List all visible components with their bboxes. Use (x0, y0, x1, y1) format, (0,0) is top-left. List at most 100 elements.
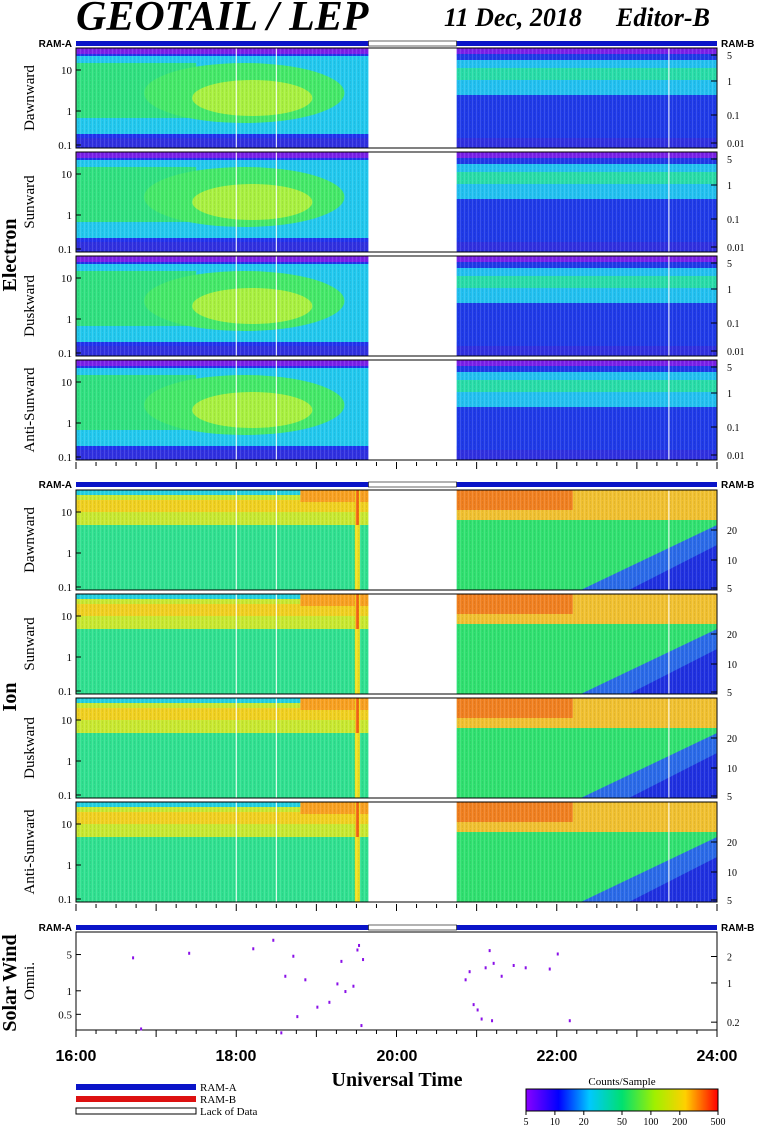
x-tick-label: 16:00 (56, 1048, 97, 1065)
panel-frame (75, 255, 718, 357)
colorbar-title: Counts/Sample (588, 1076, 655, 1088)
y-tick-label: 0.1 (58, 686, 72, 698)
y-tick-label-right: 1 (727, 979, 732, 990)
solar-wind-point (472, 1003, 475, 1007)
panel-frame (75, 489, 718, 591)
y-tick-label-right: 0.01 (727, 243, 745, 254)
solar-wind-point (328, 1000, 331, 1004)
solar-wind-point (340, 959, 343, 963)
legend-label-ram-b: RAM-B (200, 1094, 236, 1106)
y-tick-label-right: 20 (727, 838, 737, 849)
y-tick-label-right: 0.1 (727, 111, 740, 122)
y-tick-label: 0.1 (58, 140, 72, 152)
y-tick-label: 0.1 (58, 452, 72, 464)
y-tick-label: 1 (67, 418, 73, 430)
y-tick-label-right: 10 (727, 764, 737, 775)
y-tick-label-right: 0.1 (727, 423, 740, 434)
section-label-solar-wind: Solar Wind (0, 934, 21, 1031)
y-tick-label-right: 5 (727, 363, 732, 374)
x-tick-label: 22:00 (537, 1048, 578, 1065)
y-tick-label: 1 (67, 210, 73, 222)
y-tick-label: 10 (61, 611, 73, 623)
y-tick-label-right: 10 (727, 868, 737, 879)
editor-label: Editor-B (615, 3, 710, 32)
ram-gap (368, 40, 457, 47)
section-label-ion: Ion (0, 683, 21, 712)
legend-swatch-lack-of-data (75, 1107, 197, 1115)
solar-wind-point (484, 966, 487, 970)
y-tick-label: 1 (67, 548, 73, 560)
panel-frame (75, 931, 718, 1031)
solar-wind-point (292, 954, 295, 958)
y-tick-label-right: 20 (727, 734, 737, 745)
solar-wind-point (468, 970, 471, 974)
x-axis-label: Universal Time (332, 1069, 463, 1091)
solar-wind-point (132, 956, 135, 960)
colorbar-tick-label: 200 (672, 1117, 687, 1128)
legend-label-ram-a: RAM-A (200, 1082, 237, 1094)
y-tick-label-right: 1 (727, 389, 732, 400)
legend-swatch-ram-a (76, 1084, 196, 1090)
solar-wind-point (356, 948, 359, 952)
solar-wind-point (316, 1005, 319, 1009)
solar-wind-point (488, 949, 491, 953)
panel-label: Duskward (22, 275, 38, 337)
panel-label: Sunward (22, 617, 38, 671)
x-tick-label: 18:00 (216, 1048, 257, 1065)
ram-label-left: RAM-A (39, 923, 72, 934)
solar-wind-point (464, 978, 467, 982)
solar-wind-point (296, 1015, 299, 1019)
y-tick-label: 5 (67, 950, 73, 962)
solar-wind-point (352, 984, 355, 988)
page-title: GEOTAIL / LEP (76, 0, 369, 40)
y-tick-label: 0.1 (58, 582, 72, 594)
x-tick-label: 24:00 (697, 1048, 738, 1065)
solar-wind-point (512, 963, 515, 967)
y-tick-label: 0.5 (58, 1009, 72, 1021)
solar-wind-point (476, 1008, 479, 1012)
solar-wind-point (568, 1019, 571, 1023)
panel-label: Sunward (22, 175, 38, 229)
panel-frame (75, 151, 718, 253)
y-tick-label-right: 5 (727, 896, 732, 907)
solar-wind-point (336, 982, 339, 986)
solar-wind-point (188, 951, 191, 955)
panel-label: Anti-Sunward (22, 367, 38, 452)
colorbar-tick-label: 100 (643, 1117, 658, 1128)
y-tick-label: 0.1 (58, 244, 72, 256)
solar-wind-point (252, 947, 255, 951)
y-tick-label: 0.1 (58, 790, 72, 802)
colorbar-tick-label: 10 (550, 1117, 560, 1128)
y-tick-label-right: 5 (727, 51, 732, 62)
y-tick-label-right: 0.1 (727, 319, 740, 330)
y-tick-label-right: 1 (727, 77, 732, 88)
solar-wind-point (548, 967, 551, 971)
y-tick-label: 10 (61, 819, 73, 831)
y-tick-label: 1 (67, 860, 73, 872)
panel-label: Duskward (22, 717, 38, 779)
y-tick-label: 1 (67, 106, 73, 118)
y-tick-label-right: 1 (727, 285, 732, 296)
y-tick-label-right: 0.2 (727, 1018, 740, 1029)
solar-wind-point (360, 1024, 363, 1028)
legend-label-lack-of-data: Lack of Data (200, 1106, 258, 1118)
colorbar-tick-label: 50 (617, 1117, 627, 1128)
ram-label-left: RAM-A (39, 480, 72, 491)
data-gap (368, 490, 457, 590)
panel-frame (75, 593, 718, 695)
y-tick-label-right: 0.1 (727, 215, 740, 226)
legend-swatch-ram-b (76, 1096, 196, 1102)
y-tick-label: 1 (67, 986, 73, 998)
panel-label: Omni. (22, 962, 38, 1000)
y-tick-label-right: 10 (727, 660, 737, 671)
solar-wind-point (140, 1027, 143, 1031)
data-gap (368, 152, 457, 252)
panel-frame (75, 47, 718, 149)
colorbar-tick-label: 500 (711, 1117, 726, 1128)
ram-label-right: RAM-B (721, 923, 754, 934)
panel-frame (75, 359, 718, 461)
y-tick-label: 0.1 (58, 894, 72, 906)
y-tick-label: 10 (61, 715, 73, 727)
data-gap (368, 256, 457, 356)
